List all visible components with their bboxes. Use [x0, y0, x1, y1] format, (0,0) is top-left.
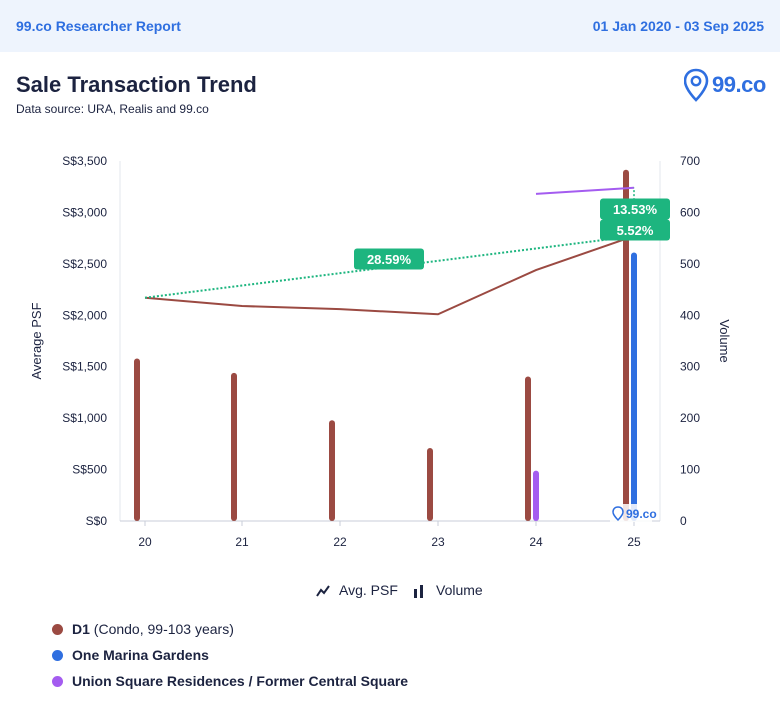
volume-bar [533, 470, 539, 521]
location-pin-icon [684, 68, 709, 102]
legend-series-name: D1 [72, 621, 90, 637]
chart-watermark: 99.co [610, 504, 657, 522]
data-source: Data source: URA, Realis and 99.co [16, 102, 209, 116]
legend-psf-label: Avg. PSF [339, 582, 398, 598]
y-right-axis-title: Volume [717, 319, 732, 362]
volume-bar [231, 372, 237, 521]
volume-bar [134, 358, 140, 521]
psf-line [535, 186, 635, 195]
volume-bar [525, 376, 531, 521]
y-left-tick-label: S$1,000 [62, 411, 107, 425]
y-right-tick-label: 100 [680, 463, 700, 477]
y-left-tick-label: S$2,500 [62, 257, 107, 271]
volume-bar [329, 420, 335, 521]
y-left-tick-label: S$3,000 [62, 205, 107, 219]
series-legend: D1 (Condo, 99-103 years) One Marina Gard… [52, 620, 408, 698]
x-tick-label: 20 [138, 535, 152, 549]
y-left-tick-label: S$2,000 [62, 308, 107, 322]
y-right-tick-label: 600 [680, 205, 700, 219]
report-header: 99.co Researcher Report 01 Jan 2020 - 03… [0, 0, 780, 52]
x-tick-label: 25 [627, 535, 641, 549]
y-right-tick-label: 0 [680, 514, 687, 528]
y-left-tick-label: S$0 [86, 514, 108, 528]
sale-transaction-chart: S$0 S$500 S$1,000 S$1,500 S$2,000 S$2,500 S$3,… [29, 154, 732, 549]
watermark-text: 99.co [626, 507, 657, 521]
legend-dot [52, 676, 63, 687]
legend-dot [52, 650, 63, 661]
y-right-tick-label: 300 [680, 360, 700, 374]
legend-item-union-square: Union Square Residences / Former Central… [52, 672, 408, 698]
x-tick-label: 24 [529, 535, 543, 549]
x-tick-label: 21 [235, 535, 249, 549]
legend-dot [52, 624, 63, 635]
legend-series-name: One Marina Gardens [72, 647, 209, 663]
x-tick-label: 23 [431, 535, 445, 549]
chart-type-legend: Avg. PSF Volume [0, 582, 780, 602]
psf-line [144, 235, 635, 316]
volume-bar [623, 169, 629, 521]
watermark-pin-icon [612, 506, 624, 522]
report-title: 99.co Researcher Report [16, 18, 181, 34]
page-title: Sale Transaction Trend [16, 72, 257, 97]
legend-item-one-marina-gardens: One Marina Gardens [52, 646, 408, 672]
brand-logo: 99.co [712, 72, 766, 97]
x-tick-label: 22 [333, 535, 347, 549]
growth-badge [354, 248, 424, 270]
line-chart-icon [316, 585, 330, 597]
y-left-tick-label: S$1,500 [62, 360, 107, 374]
legend-volume-label: Volume [436, 582, 483, 598]
growth-badge [600, 219, 670, 241]
growth-badge [600, 198, 670, 220]
volume-bar [427, 447, 433, 521]
y-right-tick-label: 700 [680, 154, 700, 168]
y-right-tick-label: 200 [680, 411, 700, 425]
legend-series-name: Union Square Residences / Former Central… [72, 673, 409, 689]
legend-item-d1: D1 (Condo, 99-103 years) [52, 620, 408, 646]
y-right-tick-label: 500 [680, 257, 700, 271]
volume-bar [631, 252, 637, 521]
growth-badge-label: 5.52% [617, 223, 654, 238]
y-left-tick-label: S$3,500 [62, 154, 107, 168]
bar-chart-icon [414, 585, 423, 598]
y-left-tick-label: S$500 [72, 463, 107, 477]
date-range: 01 Jan 2020 - 03 Sep 2025 [592, 18, 764, 34]
y-right-tick-label: 400 [680, 308, 700, 322]
legend-series-detail: (Condo, 99-103 years) [89, 621, 234, 637]
y-left-axis-title: Average PSF [29, 302, 44, 379]
growth-badge-label: 13.53% [613, 202, 658, 217]
growth-badge-label: 28.59% [367, 252, 412, 267]
